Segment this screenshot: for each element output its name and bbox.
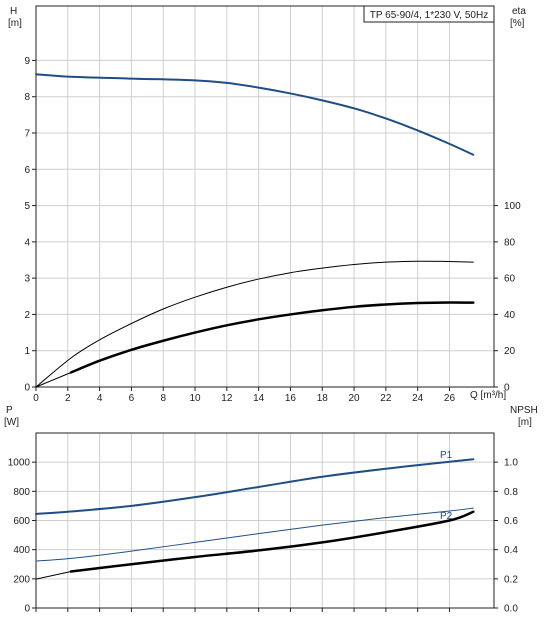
y-right-tick-label: 1.0 [504, 458, 518, 469]
series-line-p1 [35, 458, 475, 515]
y-right-tick-label: 0.8 [504, 487, 518, 498]
y-tick-label: 7 [24, 129, 30, 140]
bottom-right-axis-unit: [m] [518, 417, 532, 428]
x-tick-label: 22 [380, 393, 392, 404]
top-chart-frame [35, 5, 495, 388]
x-tick-label: 8 [160, 393, 166, 404]
y-right-tick-label: 0.2 [504, 574, 518, 585]
top-left-axis-unit: [m] [8, 18, 22, 29]
x-tick-label: 16 [285, 393, 297, 404]
y-tick-label: 4 [24, 237, 30, 248]
x-tick-label: 26 [444, 393, 456, 404]
series-line-eta [35, 260, 474, 388]
x-tick-label: 14 [253, 393, 265, 404]
series-lead-npsh [35, 571, 72, 580]
y-right-tick-label: 60 [504, 274, 516, 285]
y-tick-label: 1000 [8, 458, 31, 469]
bottom-right-axis-label: NPSH [510, 405, 538, 416]
y-tick-label: 5 [24, 201, 30, 212]
title-box [363, 5, 495, 23]
x-tick-label: 12 [221, 393, 233, 404]
x-tick-label: 4 [97, 393, 103, 404]
y-tick-label: 600 [13, 516, 30, 527]
series-line-eta_thin_lead [35, 371, 72, 388]
y-right-tick-label: 0.6 [504, 516, 518, 527]
bottom-chart-series [35, 458, 475, 580]
x-tick-label: 2 [65, 393, 71, 404]
x-tick-label: 10 [189, 393, 201, 404]
top-chart-ticks: 0 2 4 6 8 10 12 14 16 18 20 22 24 2601234567890204060… [24, 56, 521, 404]
bottom-chart-grid [36, 433, 494, 608]
y-tick-label: 200 [13, 574, 30, 585]
y-right-tick-label: 0 [504, 383, 510, 394]
x-tick-label: 6 [129, 393, 135, 404]
x-tick-label: 20 [348, 393, 360, 404]
chart-title: TP 65-90/4, 1*230 V, 50Hz [370, 10, 488, 21]
y-tick-label: 6 [24, 165, 30, 176]
top-right-axis-unit: [%] [510, 18, 525, 29]
p1-curve-label: P1 [440, 450, 453, 461]
series-line-h [35, 73, 475, 156]
top-right-axis-label: eta [512, 6, 526, 17]
bottom-left-axis-label: P [6, 405, 13, 416]
top-chart-series [35, 73, 475, 388]
series-line-p2 [35, 507, 474, 562]
top-left-axis-label: H [10, 6, 17, 17]
bottom-left-axis-unit: [W] [4, 417, 19, 428]
y-tick-label: 0 [24, 383, 30, 394]
top-chart-grid [36, 6, 494, 387]
y-tick-label: 0 [24, 604, 30, 615]
y-tick-label: 400 [13, 545, 30, 556]
y-right-tick-label: 40 [504, 310, 516, 321]
y-tick-label: 2 [24, 310, 30, 321]
x-tick-label: 0 [33, 393, 39, 404]
x-tick-label: 18 [317, 393, 329, 404]
x-axis-label: Q [m³/h] [470, 390, 506, 401]
y-tick-label: 1 [24, 346, 30, 357]
y-right-tick-label: 100 [504, 201, 521, 212]
x-tick-label: 24 [412, 393, 424, 404]
bottom-chart-ticks: 0 200 400 600 800 1000 0.0 0.2 0.4 0.6 0.8 1.0 [8, 458, 519, 615]
y-tick-label: 8 [24, 92, 30, 103]
series-line-eta_thick [69, 301, 475, 374]
p2-curve-label: P2 [440, 511, 453, 522]
y-tick-label: 800 [13, 487, 30, 498]
y-right-tick-label: 80 [504, 237, 516, 248]
y-right-tick-label: 0.4 [504, 545, 518, 556]
y-right-tick-label: 0.0 [504, 604, 518, 615]
y-right-tick-label: 20 [504, 346, 516, 357]
series-line-npsh [69, 510, 475, 573]
y-tick-label: 9 [24, 56, 30, 67]
y-tick-label: 3 [24, 274, 30, 285]
